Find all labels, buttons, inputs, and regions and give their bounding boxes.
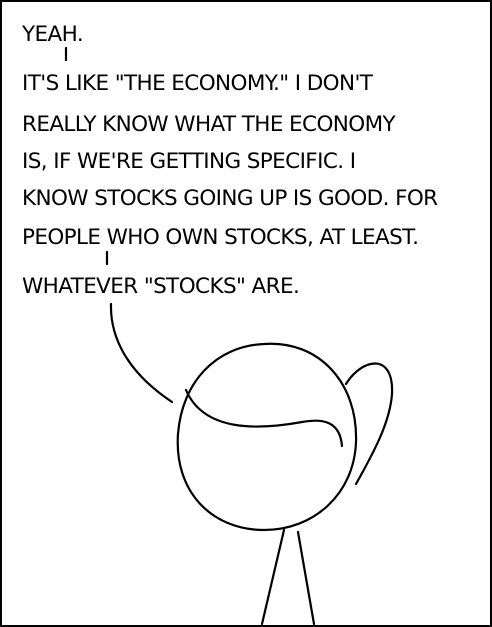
hair-fringe	[184, 388, 344, 448]
speech-line-6: PEOPLE WHO OWN STOCKS, AT LEAST.	[22, 225, 419, 250]
body-right-line	[296, 530, 316, 625]
ponytail	[344, 362, 394, 486]
speech-line-5: KNOW STOCKS GOING UP IS GOOD. FOR	[22, 186, 438, 211]
speech-line-4: IS, IF WE'RE GETTING SPECIFIC. I	[22, 149, 356, 174]
speech-line-1: YEAH.	[22, 22, 84, 47]
body-left-line	[260, 528, 286, 625]
speech-tail	[109, 302, 174, 404]
speech-line-3: REALLY KNOW WHAT THE ECONOMY	[22, 112, 396, 137]
speech-line-2: IT'S LIKE "THE ECONOMY." I DON'T	[22, 71, 373, 96]
character-head	[176, 342, 358, 532]
speech-line-7: WHATEVER "STOCKS" ARE.	[22, 274, 300, 299]
